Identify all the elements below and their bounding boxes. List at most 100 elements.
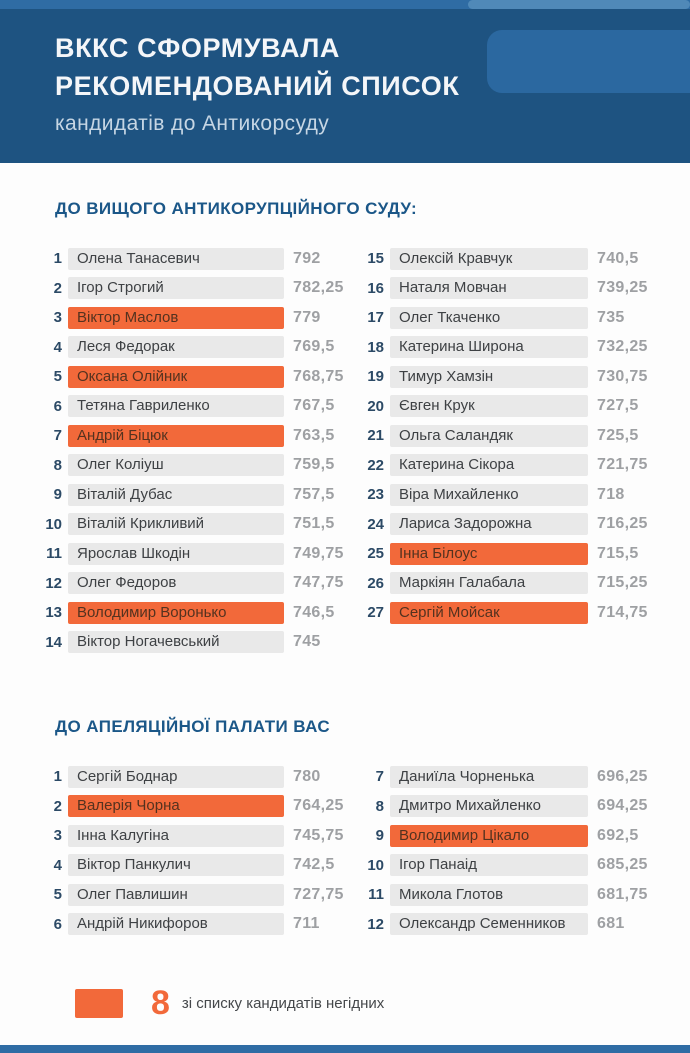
candidate-score: 681 [597,915,625,933]
content: ДО ВИЩОГО АНТИКОРУПЦІЙНОГО СУДУ: 1 Олена… [0,163,690,1022]
candidate-rank: 17 [367,309,384,327]
candidate-name: Андрій Біцюк [68,424,284,447]
section-heading-appeals: ДО АПЕЛЯЦІЙНОЇ ПАЛАТИ ВАС [55,717,331,736]
candidate-rank: 10 [367,856,384,874]
candidate-row: 17 Олег Ткаченко 735 [360,303,690,333]
candidate-rank: 8 [375,797,384,815]
candidate-row: 10 Віталій Крикливий 751,5 [38,510,360,540]
candidate-score: 718 [597,485,625,503]
candidate-name: Андрій Никифоров [68,913,284,936]
legend-count: 8 [151,984,170,1022]
candidate-rank: 3 [53,827,62,845]
candidate-row: 1 Сергій Боднар 780 [38,762,360,792]
candidate-rank: 5 [53,368,62,386]
candidate-score: 769,5 [293,338,335,356]
candidate-row: 6 Андрій Никифоров 711 [38,910,360,940]
candidate-rank: 27 [367,604,384,622]
candidate-rank: 12 [45,574,62,592]
candidate-rank: 6 [53,915,62,933]
candidate-name: Віктор Маслов [68,306,284,329]
candidate-row: 11 Микола Глотов 681,75 [360,880,690,910]
candidate-name: Катерина Широна [390,336,588,359]
candidate-row: 3 Віктор Маслов 779 [38,303,360,333]
candidate-rank: 3 [53,309,62,327]
candidate-score: 746,5 [293,603,335,621]
candidate-score: 730,75 [597,367,648,385]
candidate-name: Даниїла Чорненька [390,765,588,788]
candidate-name: Олег Павлишин [68,883,284,906]
candidate-rank: 15 [367,250,384,268]
candidate-score: 745 [293,633,321,651]
candidate-name: Володимир Воронько [68,601,284,624]
candidate-row: 7 Андрій Біцюк 763,5 [38,421,360,451]
candidate-row: 8 Олег Коліуш 759,5 [38,451,360,481]
candidate-row: 25 Інна Білоус 715,5 [360,539,690,569]
candidate-rank: 16 [367,279,384,297]
candidate-name: Олексій Кравчук [390,247,588,270]
legend: 8 зі списку кандидатів негідних [0,984,690,1022]
candidate-name: Тимур Хамзін [390,365,588,388]
candidate-rank: 4 [53,856,62,874]
candidate-name: Тетяна Гавриленко [68,395,284,418]
candidate-rank: 1 [53,250,62,268]
candidate-name: Сергій Мойсак [390,601,588,624]
page-title: ВККС СФОРМУВАЛА РЕКОМЕНДОВАНИЙ СПИСОК [55,9,690,105]
candidate-score: 751,5 [293,515,335,533]
candidate-row: 6 Тетяна Гавриленко 767,5 [38,392,360,422]
candidate-row: 12 Олег Федоров 747,75 [38,569,360,599]
candidate-score: 715,25 [597,574,648,592]
candidate-score: 757,5 [293,485,335,503]
candidate-name: Валерія Чорна [68,795,284,818]
candidate-name: Лариса Задорожна [390,513,588,536]
candidate-rank: 1 [53,768,62,786]
candidate-rank: 2 [53,279,62,297]
candidate-score: 685,25 [597,856,648,874]
candidate-row: 22 Катерина Сікора 721,75 [360,451,690,481]
candidate-score: 725,5 [597,426,639,444]
candidate-row: 18 Катерина Широна 732,25 [360,333,690,363]
candidate-name: Олена Танасевич [68,247,284,270]
candidate-rank: 4 [53,338,62,356]
candidate-row: 2 Валерія Чорна 764,25 [38,792,360,822]
candidate-score: 681,75 [597,885,648,903]
candidate-row: 9 Віталій Дубас 757,5 [38,480,360,510]
candidate-name: Інна Калугіна [68,824,284,847]
candidate-score: 694,25 [597,797,648,815]
candidate-score: 715,5 [597,544,639,562]
top-strip-accent [468,0,690,9]
candidate-score: 735 [597,308,625,326]
candidate-name: Олександр Семенников [390,913,588,936]
candidate-rank: 19 [367,368,384,386]
page-title-line1: ВККС СФОРМУВАЛА [55,33,341,63]
candidate-rank: 13 [45,604,62,622]
candidate-score: 779 [293,308,321,326]
candidate-score: 764,25 [293,797,344,815]
candidate-row: 19 Тимур Хамзін 730,75 [360,362,690,392]
candidate-name: Сергій Боднар [68,765,284,788]
candidate-row: 7 Даниїла Чорненька 696,25 [360,762,690,792]
candidate-row: 5 Оксана Олійник 768,75 [38,362,360,392]
header: ВККС СФОРМУВАЛА РЕКОМЕНДОВАНИЙ СПИСОК ка… [0,9,690,163]
candidate-rank: 7 [375,768,384,786]
candidate-row: 12 Олександр Семенников 681 [360,910,690,940]
candidate-score: 721,75 [597,456,648,474]
candidate-column-left: 1 Олена Танасевич 792 2 Ігор Строгий 782… [38,244,360,657]
legend-highlight-swatch [75,989,123,1018]
candidate-score: 759,5 [293,456,335,474]
candidate-score: 745,75 [293,826,344,844]
page-title-line2: РЕКОМЕНДОВАНИЙ СПИСОК [55,71,460,101]
candidate-name: Дмитро Михайленко [390,795,588,818]
candidate-rank: 6 [53,397,62,415]
candidate-name: Микола Глотов [390,883,588,906]
candidate-name: Віктор Панкулич [68,854,284,877]
candidate-name: Олег Федоров [68,572,284,595]
candidate-rank: 8 [53,456,62,474]
candidate-row: 1 Олена Танасевич 792 [38,244,360,274]
candidate-row: 24 Лариса Задорожна 716,25 [360,510,690,540]
candidate-score: 714,75 [597,603,648,621]
candidate-score: 739,25 [597,279,648,297]
candidate-rank: 25 [367,545,384,563]
candidate-rank: 26 [367,574,384,592]
candidate-name: Віталій Крикливий [68,513,284,536]
candidate-name: Наталя Мовчан [390,277,588,300]
